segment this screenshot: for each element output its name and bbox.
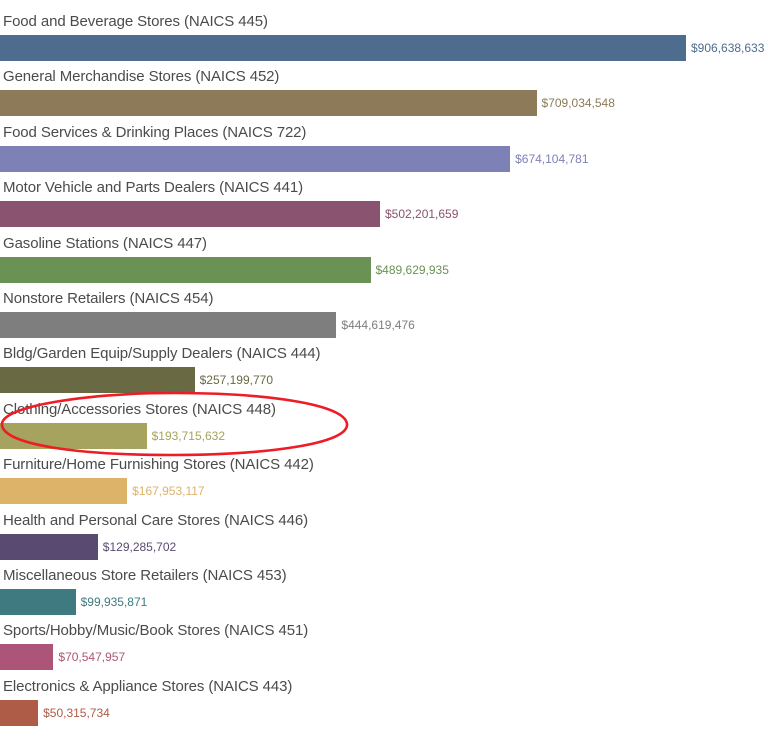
value-label: $70,547,957 [58,650,126,665]
bar[interactable] [0,644,54,671]
category-label: Sports/Hobby/Music/Book Stores (NAICS 45… [3,622,309,640]
bar-row: Miscellaneous Store Retailers (NAICS 453… [0,567,768,622]
bar[interactable] [0,588,76,615]
bar-row: Nonstore Retailers (NAICS 454) $444,619,4… [0,290,768,345]
category-label: Furniture/Home Furnishing Stores (NAICS … [3,456,314,474]
bar-row: Clothing/Accessories Stores (NAICS 448) $… [0,401,768,456]
bar-line: $99,935,871 [0,588,768,615]
value-label: $167,953,117 [132,484,205,499]
bar-line: $257,199,770 [0,367,768,394]
bar-row: Electronics & Appliance Stores (NAICS 44… [0,678,768,733]
bar-row: Sports/Hobby/Music/Book Stores (NAICS 45… [0,622,768,677]
bar-line: $193,715,632 [0,422,768,449]
bar-row: Food and Beverage Stores (NAICS 445) $906… [0,13,768,68]
bar[interactable] [0,35,686,61]
bar-row: Furniture/Home Furnishing Stores (NAICS … [0,456,768,511]
category-label: Motor Vehicle and Parts Dealers (NAICS 4… [3,179,303,197]
category-label: Nonstore Retailers (NAICS 454) [3,289,214,307]
bar-row: Gasoline Stations (NAICS 447) $489,629,93… [0,235,768,290]
category-label: Food Services & Drinking Places (NAICS 7… [3,123,307,141]
bar[interactable] [0,478,128,505]
value-label: $193,715,632 [151,428,225,443]
value-label: $906,638,633 [691,41,765,55]
category-label: Electronics & Appliance Stores (NAICS 44… [3,677,293,695]
bar-line: $489,629,935 [0,256,768,283]
bar-line: $129,285,702 [0,533,768,560]
bar-row: Bldg/Garden Equip/Supply Dealers (NAICS … [0,345,768,400]
bar[interactable] [0,145,511,172]
bar[interactable] [0,533,98,560]
bar[interactable] [0,422,147,449]
bar-row: General Merchandise Stores (NAICS 452) $7… [0,68,768,123]
bar-line: $674,104,781 [0,145,768,172]
bar-line: $709,034,548 [0,90,768,117]
value-label: $129,285,702 [102,539,177,554]
bar[interactable] [0,256,371,283]
bar-line: $502,201,659 [0,201,768,228]
bar-row: Health and Personal Care Stores (NAICS 4… [0,512,768,567]
bar-line: $50,315,734 [0,699,768,726]
value-label: $50,315,734 [43,705,110,720]
bar-row: Motor Vehicle and Parts Dealers (NAICS 4… [0,179,768,234]
bar-line: $906,638,633 [0,35,768,61]
bar[interactable] [0,201,380,228]
bar-line: $444,619,476 [0,311,768,338]
category-label: Clothing/Accessories Stores (NAICS 448) [3,400,276,418]
bar[interactable] [0,311,337,338]
category-label: Bldg/Garden Equip/Supply Dealers (NAICS … [3,345,321,363]
category-label: Health and Personal Care Stores (NAICS 4… [3,511,309,529]
value-label: $502,201,659 [385,207,459,222]
bar-line: $70,547,957 [0,644,768,671]
bar[interactable] [0,367,195,394]
value-label: $99,935,871 [80,594,148,609]
category-label: Food and Beverage Stores (NAICS 445) [3,13,268,30]
value-label: $444,619,476 [341,317,415,332]
category-label: General Merchandise Stores (NAICS 452) [3,68,280,86]
bar[interactable] [0,699,39,726]
value-label: $674,104,781 [515,151,589,166]
value-label: $489,629,935 [375,262,449,277]
bar-line: $167,953,117 [0,478,768,505]
value-label: $709,034,548 [541,96,615,111]
value-label: $257,199,770 [199,373,273,388]
bar-row: Food Services & Drinking Places (NAICS 7… [0,124,768,179]
bar[interactable] [0,90,537,117]
category-label: Gasoline Stations (NAICS 447) [3,234,207,252]
category-label: Miscellaneous Store Retailers (NAICS 453… [3,566,287,584]
